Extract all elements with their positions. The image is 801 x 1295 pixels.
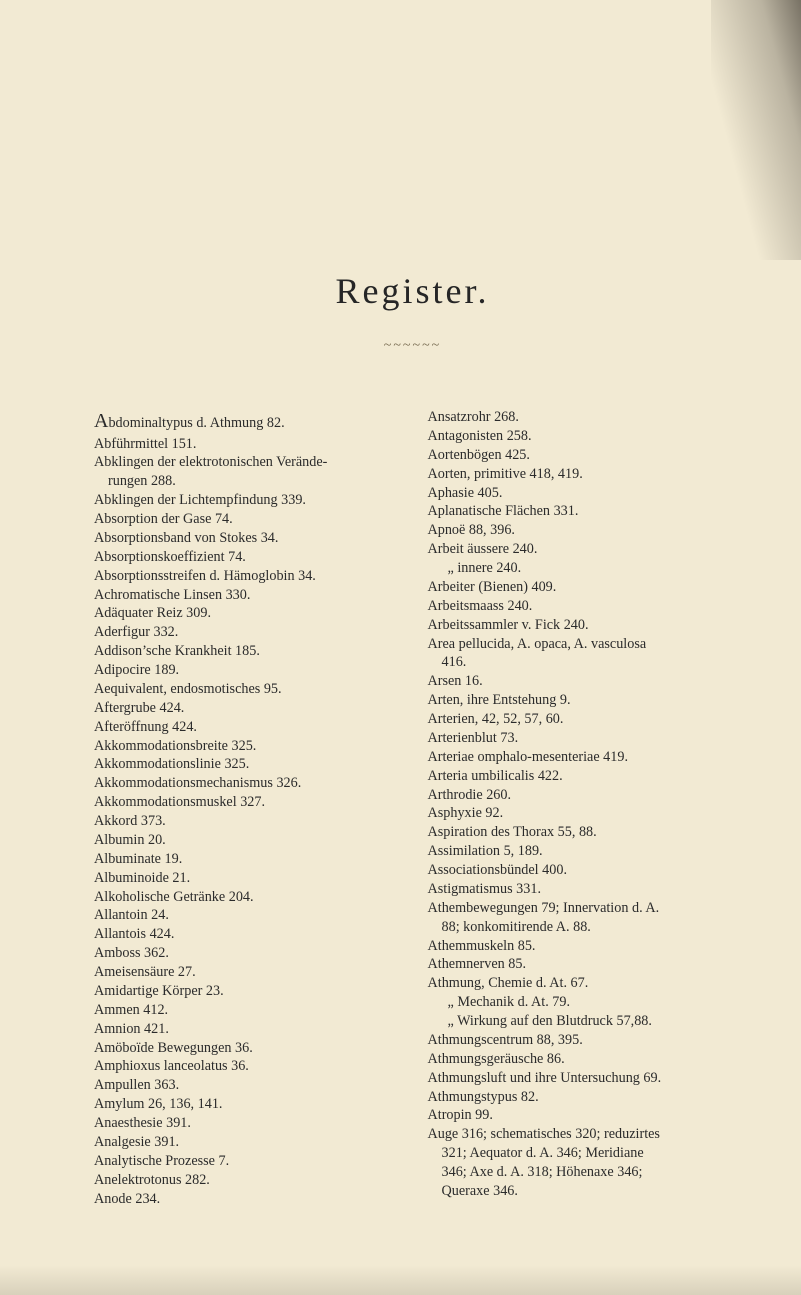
index-entry: Amnion 421. — [94, 1020, 398, 1039]
index-entry: Alkoholische Getränke 204. — [94, 888, 398, 907]
index-entry: Arten, ihre Entstehung 9. — [428, 691, 732, 710]
index-entry: Akkommodationsmechanismus 326. — [94, 774, 398, 793]
index-entry: Akkommodationslinie 325. — [94, 755, 398, 774]
index-entry: Astigmatismus 331. — [428, 880, 732, 899]
index-entry: Ampullen 363. — [94, 1076, 398, 1095]
index-entry: Aspiration des Thorax 55, 88. — [428, 823, 732, 842]
index-entry: Athemnerven 85. — [428, 955, 732, 974]
index-entry: Absorptionskoeffizient 74. — [94, 548, 398, 567]
left-column: Abdominaltypus d. Athmung 82.Abführmitte… — [94, 408, 398, 1208]
index-entry: Abdominaltypus d. Athmung 82. — [94, 408, 398, 435]
index-entry: 416. — [428, 653, 732, 672]
page-content: Register. ~~~~~~ Abdominaltypus d. Athmu… — [0, 0, 801, 1295]
index-entry: „ Mechanik d. At. 79. — [428, 993, 732, 1012]
index-entry: 321; Aequator d. A. 346; Meridiane — [428, 1144, 732, 1163]
index-entry: Adäquater Reiz 309. — [94, 604, 398, 623]
page-title: Register. — [94, 270, 731, 312]
index-entry: Albuminoide 21. — [94, 869, 398, 888]
index-entry: Arbeitsmaass 240. — [428, 597, 732, 616]
index-entry: Ammen 412. — [94, 1001, 398, 1020]
index-entry: Aphasie 405. — [428, 484, 732, 503]
index-entry: Analgesie 391. — [94, 1133, 398, 1152]
index-entry: Assimilation 5, 189. — [428, 842, 732, 861]
index-entry: rungen 288. — [94, 472, 398, 491]
index-entry: Arterienblut 73. — [428, 729, 732, 748]
index-entry: Arbeitssammler v. Fick 240. — [428, 616, 732, 635]
index-entry: Aderfigur 332. — [94, 623, 398, 642]
index-entry: Arbeit äussere 240. — [428, 540, 732, 559]
index-entry: Athmungsgeräusche 86. — [428, 1050, 732, 1069]
index-entry: 88; konkomitirende A. 88. — [428, 918, 732, 937]
index-entry: Athmungsluft und ihre Untersuchung 69. — [428, 1069, 732, 1088]
index-entry: Aortenbögen 425. — [428, 446, 732, 465]
index-entry: „ innere 240. — [428, 559, 732, 578]
index-entry: Absorption der Gase 74. — [94, 510, 398, 529]
index-columns: Abdominaltypus d. Athmung 82.Abführmitte… — [94, 408, 731, 1208]
index-entry: 346; Axe d. A. 318; Höhenaxe 346; — [428, 1163, 732, 1182]
index-entry: Athmung, Chemie d. At. 67. — [428, 974, 732, 993]
index-entry: Amboss 362. — [94, 944, 398, 963]
index-entry: Akkommodationsbreite 325. — [94, 737, 398, 756]
index-entry: Athembewegungen 79; Innervation d. A. — [428, 899, 732, 918]
index-entry: Associationsbündel 400. — [428, 861, 732, 880]
index-entry: Antagonisten 258. — [428, 427, 732, 446]
index-entry: Afteröffnung 424. — [94, 718, 398, 737]
index-entry: Albuminate 19. — [94, 850, 398, 869]
index-entry: Abklingen der Lichtempfindung 339. — [94, 491, 398, 510]
index-entry: Albumin 20. — [94, 831, 398, 850]
index-entry: Analytische Prozesse 7. — [94, 1152, 398, 1171]
index-entry: Arterien, 42, 52, 57, 60. — [428, 710, 732, 729]
title-divider: ~~~~~~ — [94, 338, 731, 354]
right-column: Ansatzrohr 268.Antagonisten 258.Aortenbö… — [428, 408, 732, 1208]
index-entry: Absorptionsband von Stokes 34. — [94, 529, 398, 548]
index-entry: Adipocire 189. — [94, 661, 398, 680]
index-entry: Allantoin 24. — [94, 906, 398, 925]
index-entry: Aftergrube 424. — [94, 699, 398, 718]
index-entry: Arsen 16. — [428, 672, 732, 691]
index-entry: Abführmittel 151. — [94, 435, 398, 454]
index-entry: Addison’sche Krankheit 185. — [94, 642, 398, 661]
index-entry: Amphioxus lanceolatus 36. — [94, 1057, 398, 1076]
index-entry: Atropin 99. — [428, 1106, 732, 1125]
index-entry: Arthrodie 260. — [428, 786, 732, 805]
index-entry: Amöboïde Bewegungen 36. — [94, 1039, 398, 1058]
index-entry: Queraxe 346. — [428, 1182, 732, 1201]
index-entry: Athmungstypus 82. — [428, 1088, 732, 1107]
index-entry: Akkommodationsmuskel 327. — [94, 793, 398, 812]
index-entry: Amidartige Körper 23. — [94, 982, 398, 1001]
index-entry: Ansatzrohr 268. — [428, 408, 732, 427]
index-entry: Aequivalent, endosmotisches 95. — [94, 680, 398, 699]
index-entry: Amylum 26, 136, 141. — [94, 1095, 398, 1114]
index-entry: Athmungscentrum 88, 395. — [428, 1031, 732, 1050]
index-entry: Aplanatische Flächen 331. — [428, 502, 732, 521]
index-entry: Arteriae omphalo-mesenteriae 419. — [428, 748, 732, 767]
index-entry: „ Wirkung auf den Blutdruck 57,88. — [428, 1012, 732, 1031]
index-entry: Allantois 424. — [94, 925, 398, 944]
index-entry: Apnoë 88, 396. — [428, 521, 732, 540]
index-entry: Athemmuskeln 85. — [428, 937, 732, 956]
index-entry: Achromatische Linsen 330. — [94, 586, 398, 605]
index-entry: Aorten, primitive 418, 419. — [428, 465, 732, 484]
index-entry: Asphyxie 92. — [428, 804, 732, 823]
index-entry: Arteria umbilicalis 422. — [428, 767, 732, 786]
drop-cap: A — [94, 410, 108, 432]
index-entry: Auge 316; schematisches 320; reduzirtes — [428, 1125, 732, 1144]
index-entry: Arbeiter (Bienen) 409. — [428, 578, 732, 597]
index-entry: Absorptionsstreifen d. Hämoglobin 34. — [94, 567, 398, 586]
index-entry: Anaesthesie 391. — [94, 1114, 398, 1133]
index-entry: Akkord 373. — [94, 812, 398, 831]
index-entry: Anode 234. — [94, 1190, 398, 1209]
index-entry: Ameisensäure 27. — [94, 963, 398, 982]
index-entry: Abklingen der elektrotonischen Verände- — [94, 453, 398, 472]
index-entry: Area pellucida, A. opaca, A. vasculosa — [428, 635, 732, 654]
index-entry: Anelektrotonus 282. — [94, 1171, 398, 1190]
